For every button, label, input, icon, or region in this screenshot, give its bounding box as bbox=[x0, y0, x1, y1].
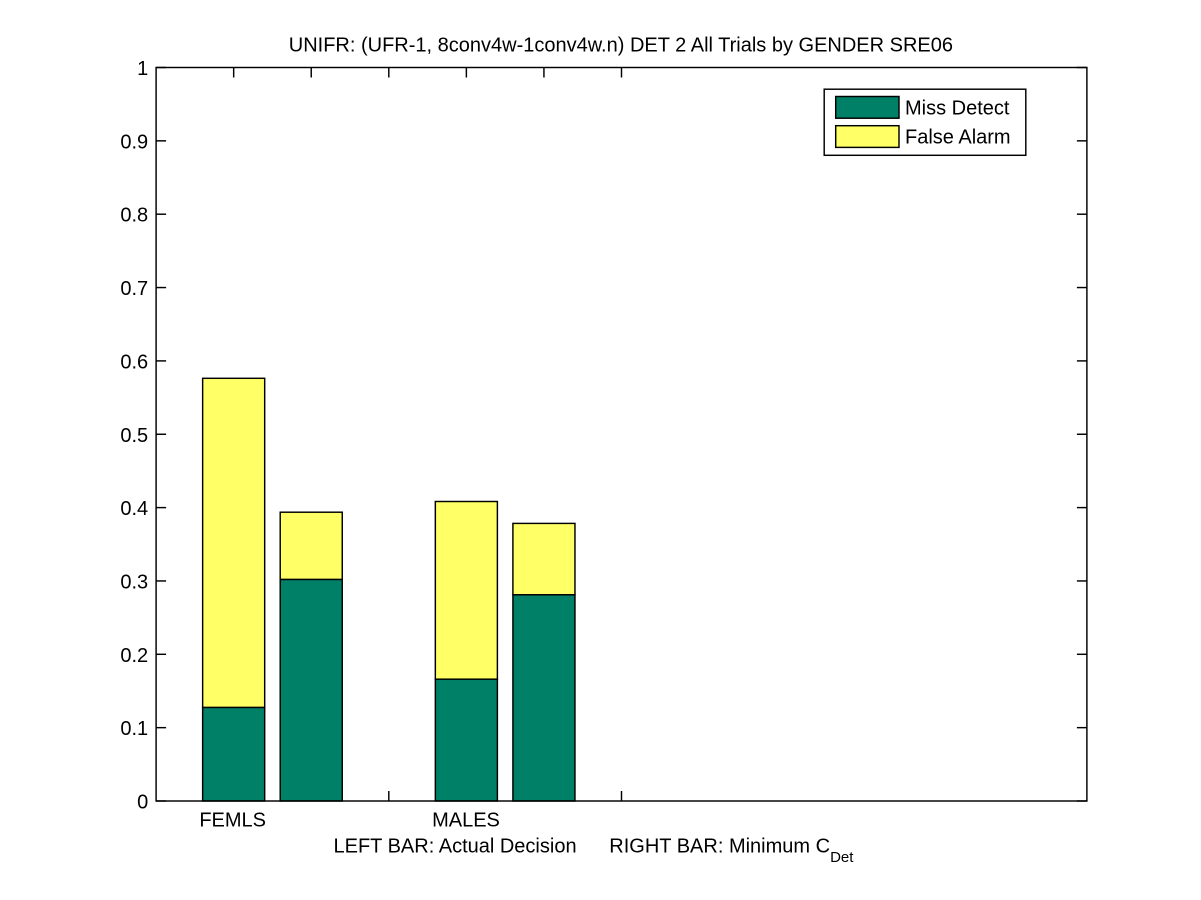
svg-text:0.8: 0.8 bbox=[120, 205, 148, 227]
svg-text:0.2: 0.2 bbox=[120, 645, 148, 667]
svg-text:False Alarm: False Alarm bbox=[905, 127, 1011, 149]
svg-text:0.6: 0.6 bbox=[120, 351, 148, 373]
svg-text:UNIFR: (UFR-1, 8conv4w-1conv4w: UNIFR: (UFR-1, 8conv4w-1conv4w.n) DET 2 … bbox=[289, 34, 953, 56]
svg-text:0.3: 0.3 bbox=[120, 572, 148, 594]
svg-text:Miss Detect: Miss Detect bbox=[905, 98, 1010, 120]
svg-text:FEMLS: FEMLS bbox=[199, 810, 266, 832]
svg-text:1: 1 bbox=[137, 58, 148, 80]
svg-text:0: 0 bbox=[137, 792, 148, 814]
svg-text:0.7: 0.7 bbox=[120, 278, 148, 300]
svg-text:0.9: 0.9 bbox=[120, 131, 148, 153]
svg-text:MALES: MALES bbox=[432, 810, 500, 832]
svg-text:0.1: 0.1 bbox=[120, 718, 148, 740]
svg-text:0.5: 0.5 bbox=[120, 425, 148, 447]
svg-text:0.4: 0.4 bbox=[120, 498, 148, 520]
